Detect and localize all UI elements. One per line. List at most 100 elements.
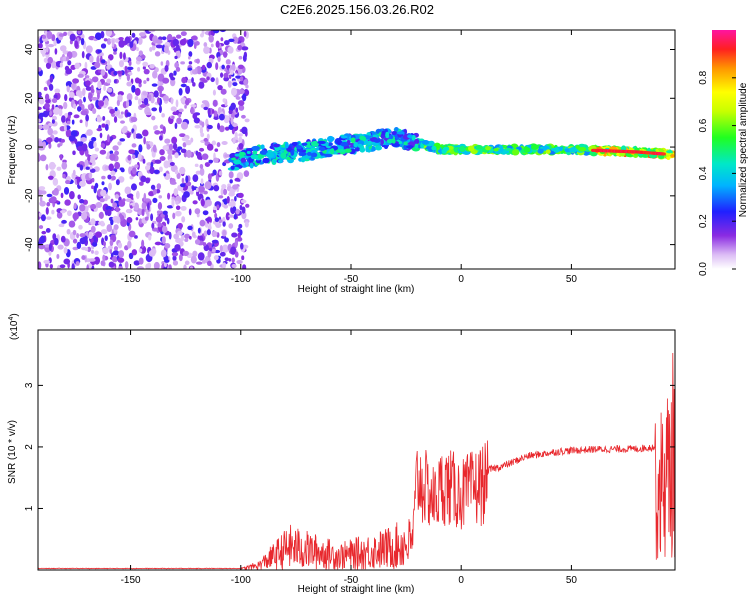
noise-cell [47, 127, 54, 136]
noise-cell [97, 49, 102, 53]
noise-cell [181, 177, 185, 184]
noise-cell [38, 140, 43, 148]
noise-cell [156, 39, 163, 44]
noise-cell [117, 242, 123, 249]
noise-cell [126, 66, 134, 71]
noise-cell [234, 251, 239, 258]
noise-cell [83, 96, 86, 103]
noise-cell [127, 240, 132, 249]
noise-cell [214, 148, 219, 152]
noise-cell [146, 143, 151, 150]
noise-cell [154, 51, 161, 57]
noise-cell [168, 143, 174, 151]
noise-cell [48, 83, 54, 91]
spectrogram-x-tick-label: 0 [458, 274, 464, 285]
noise-cell [137, 153, 142, 161]
noise-cell [234, 195, 237, 202]
noise-cell [111, 175, 116, 181]
noise-cell [224, 154, 231, 158]
noise-cell [170, 78, 176, 87]
snr-y-ticks: 1 2 3 [24, 382, 675, 511]
noise-cell [91, 96, 98, 101]
noise-cell [230, 102, 236, 110]
noise-cell [130, 183, 137, 191]
spectrogram-x-tick-label: -50 [344, 274, 359, 285]
noise-cell [162, 77, 170, 84]
noise-cell [227, 80, 232, 88]
trace-cell [523, 147, 531, 153]
noise-cell [142, 91, 149, 96]
noise-cell [234, 239, 239, 248]
noise-cell [228, 38, 235, 43]
noise-cell [54, 48, 58, 55]
noise-cell [63, 124, 67, 132]
noise-cell [107, 54, 114, 61]
noise-cell [79, 180, 86, 187]
trace-cell [499, 145, 504, 152]
noise-cell [113, 51, 117, 55]
noise-cell [105, 205, 112, 211]
noise-cell [51, 209, 55, 215]
noise-cell [106, 78, 112, 84]
noise-cell [218, 125, 225, 133]
noise-cell [38, 261, 42, 269]
noise-cell [112, 145, 119, 151]
noise-cell [113, 79, 117, 84]
noise-cell [193, 43, 197, 49]
noise-cell [151, 222, 155, 229]
noise-cell [90, 84, 94, 92]
noise-cell [38, 186, 46, 191]
trace-cell [386, 138, 394, 144]
trace-cell [272, 143, 281, 148]
noise-cell [195, 187, 199, 193]
noise-cell [72, 150, 76, 156]
noise-cell [115, 206, 120, 213]
noise-cell [212, 89, 216, 96]
noise-cell [85, 166, 90, 170]
noise-cell [96, 127, 103, 132]
trace-cell [537, 148, 544, 154]
noise-cell [108, 261, 115, 268]
noise-cell [151, 83, 158, 87]
noise-cell [163, 160, 170, 169]
noise-cell [46, 193, 53, 198]
noise-cell [72, 169, 76, 176]
noise-cell [164, 259, 170, 263]
noise-cell [173, 188, 179, 197]
noise-cell [88, 258, 96, 262]
colorbar-tick-label: 0.4 [698, 166, 709, 180]
trace-cell [475, 145, 484, 150]
noise-cell [114, 106, 118, 112]
noise-cell [74, 138, 78, 145]
noise-cell [220, 37, 224, 42]
noise-cell [42, 141, 47, 149]
noise-cell [57, 143, 61, 148]
noise-cell [231, 263, 237, 269]
noise-cell [126, 81, 133, 87]
noise-cell [146, 111, 152, 116]
trace-cell [396, 131, 405, 135]
noise-cell [89, 168, 96, 173]
noise-cell [192, 82, 196, 87]
noise-cell [72, 78, 80, 84]
snr-exponent: (x104) [8, 313, 20, 340]
noise-cell [94, 32, 102, 40]
noise-cell [190, 106, 194, 115]
noise-cell [118, 250, 125, 258]
noise-cell [118, 60, 124, 68]
spectrogram-y-tick-label: -20 [24, 188, 35, 203]
noise-cell [194, 208, 201, 215]
noise-cell [200, 178, 204, 185]
trace-cell [330, 148, 335, 155]
noise-cell [74, 40, 79, 49]
noise-cell [211, 230, 218, 237]
noise-cell [169, 161, 175, 166]
noise-cell [148, 249, 156, 257]
noise-cell [174, 55, 178, 60]
noise-cell [217, 84, 223, 91]
colorbar-tick-label: 0.8 [698, 70, 709, 84]
noise-cell [242, 264, 247, 269]
trace-cell [407, 134, 413, 139]
noise-cell [162, 210, 168, 215]
